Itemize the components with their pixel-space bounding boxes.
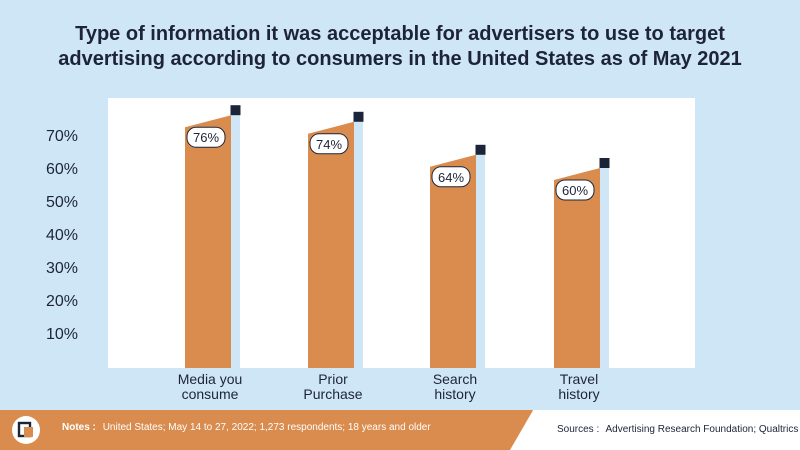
x-tick-label: Media you — [178, 371, 243, 387]
bar-chart: 10% 20% 30% 40% 50% 60% 70% 76% Media youconsume… — [46, 98, 695, 402]
bar — [554, 168, 600, 368]
data-label: 74% — [316, 137, 342, 152]
bar — [308, 121, 354, 368]
data-label-bubble — [431, 166, 471, 188]
notes-label: Notes : — [62, 422, 96, 433]
x-tick-label: Travel — [560, 371, 598, 387]
bar-side — [476, 154, 485, 368]
notes-text: United States; May 14 to 27, 2022; 1,273… — [102, 422, 431, 433]
footer-sources: Sources : Advertising Research Foundatio… — [557, 424, 798, 435]
chart-title-line-1: Type of information it was acceptable fo… — [75, 23, 725, 45]
data-label-bubble — [186, 126, 226, 148]
y-tick-label: 50% — [46, 194, 78, 211]
bar — [185, 115, 231, 368]
y-tick-label: 40% — [46, 227, 78, 244]
x-tick-label: Purchase — [303, 386, 362, 402]
data-label-bubble — [309, 133, 349, 155]
footer-notes: Notes : United States; May 14 to 27, 202… — [62, 422, 431, 433]
data-label: 60% — [562, 183, 588, 198]
y-tick-label: 10% — [46, 326, 78, 343]
bar-side — [231, 115, 240, 368]
footer-notes-band — [0, 410, 535, 450]
sources-label: Sources : — [557, 424, 600, 435]
x-tick-label: consume — [182, 386, 239, 402]
data-label-bubble — [555, 179, 595, 201]
y-tick-label: 60% — [46, 161, 78, 178]
footer-sources-band — [510, 410, 800, 450]
data-label: 64% — [438, 170, 464, 185]
chart-title-line-2: advertising according to consumers in th… — [58, 48, 742, 70]
bar-side — [354, 121, 363, 368]
y-tick-label: 30% — [46, 260, 78, 277]
x-tick-label: Prior — [318, 371, 348, 387]
footer: Notes : United States; May 14 to 27, 202… — [0, 410, 800, 450]
y-tick-label: 70% — [46, 128, 78, 145]
brand-logo-icon — [12, 416, 40, 444]
bar-marker — [599, 158, 610, 168]
x-tick-label: history — [434, 386, 475, 402]
x-tick-label: history — [558, 386, 599, 402]
bar-marker — [475, 144, 486, 155]
data-label: 76% — [193, 130, 219, 145]
sources-text: Advertising Research Foundation; Qualtri… — [605, 424, 799, 435]
bar-marker — [230, 105, 241, 116]
x-tick-label: Search — [433, 371, 477, 387]
bar-marker — [353, 111, 364, 122]
bar-side — [600, 168, 609, 368]
y-tick-label: 20% — [46, 293, 78, 310]
chart-title: Type of information it was acceptable fo… — [0, 22, 800, 72]
bar — [430, 154, 476, 368]
